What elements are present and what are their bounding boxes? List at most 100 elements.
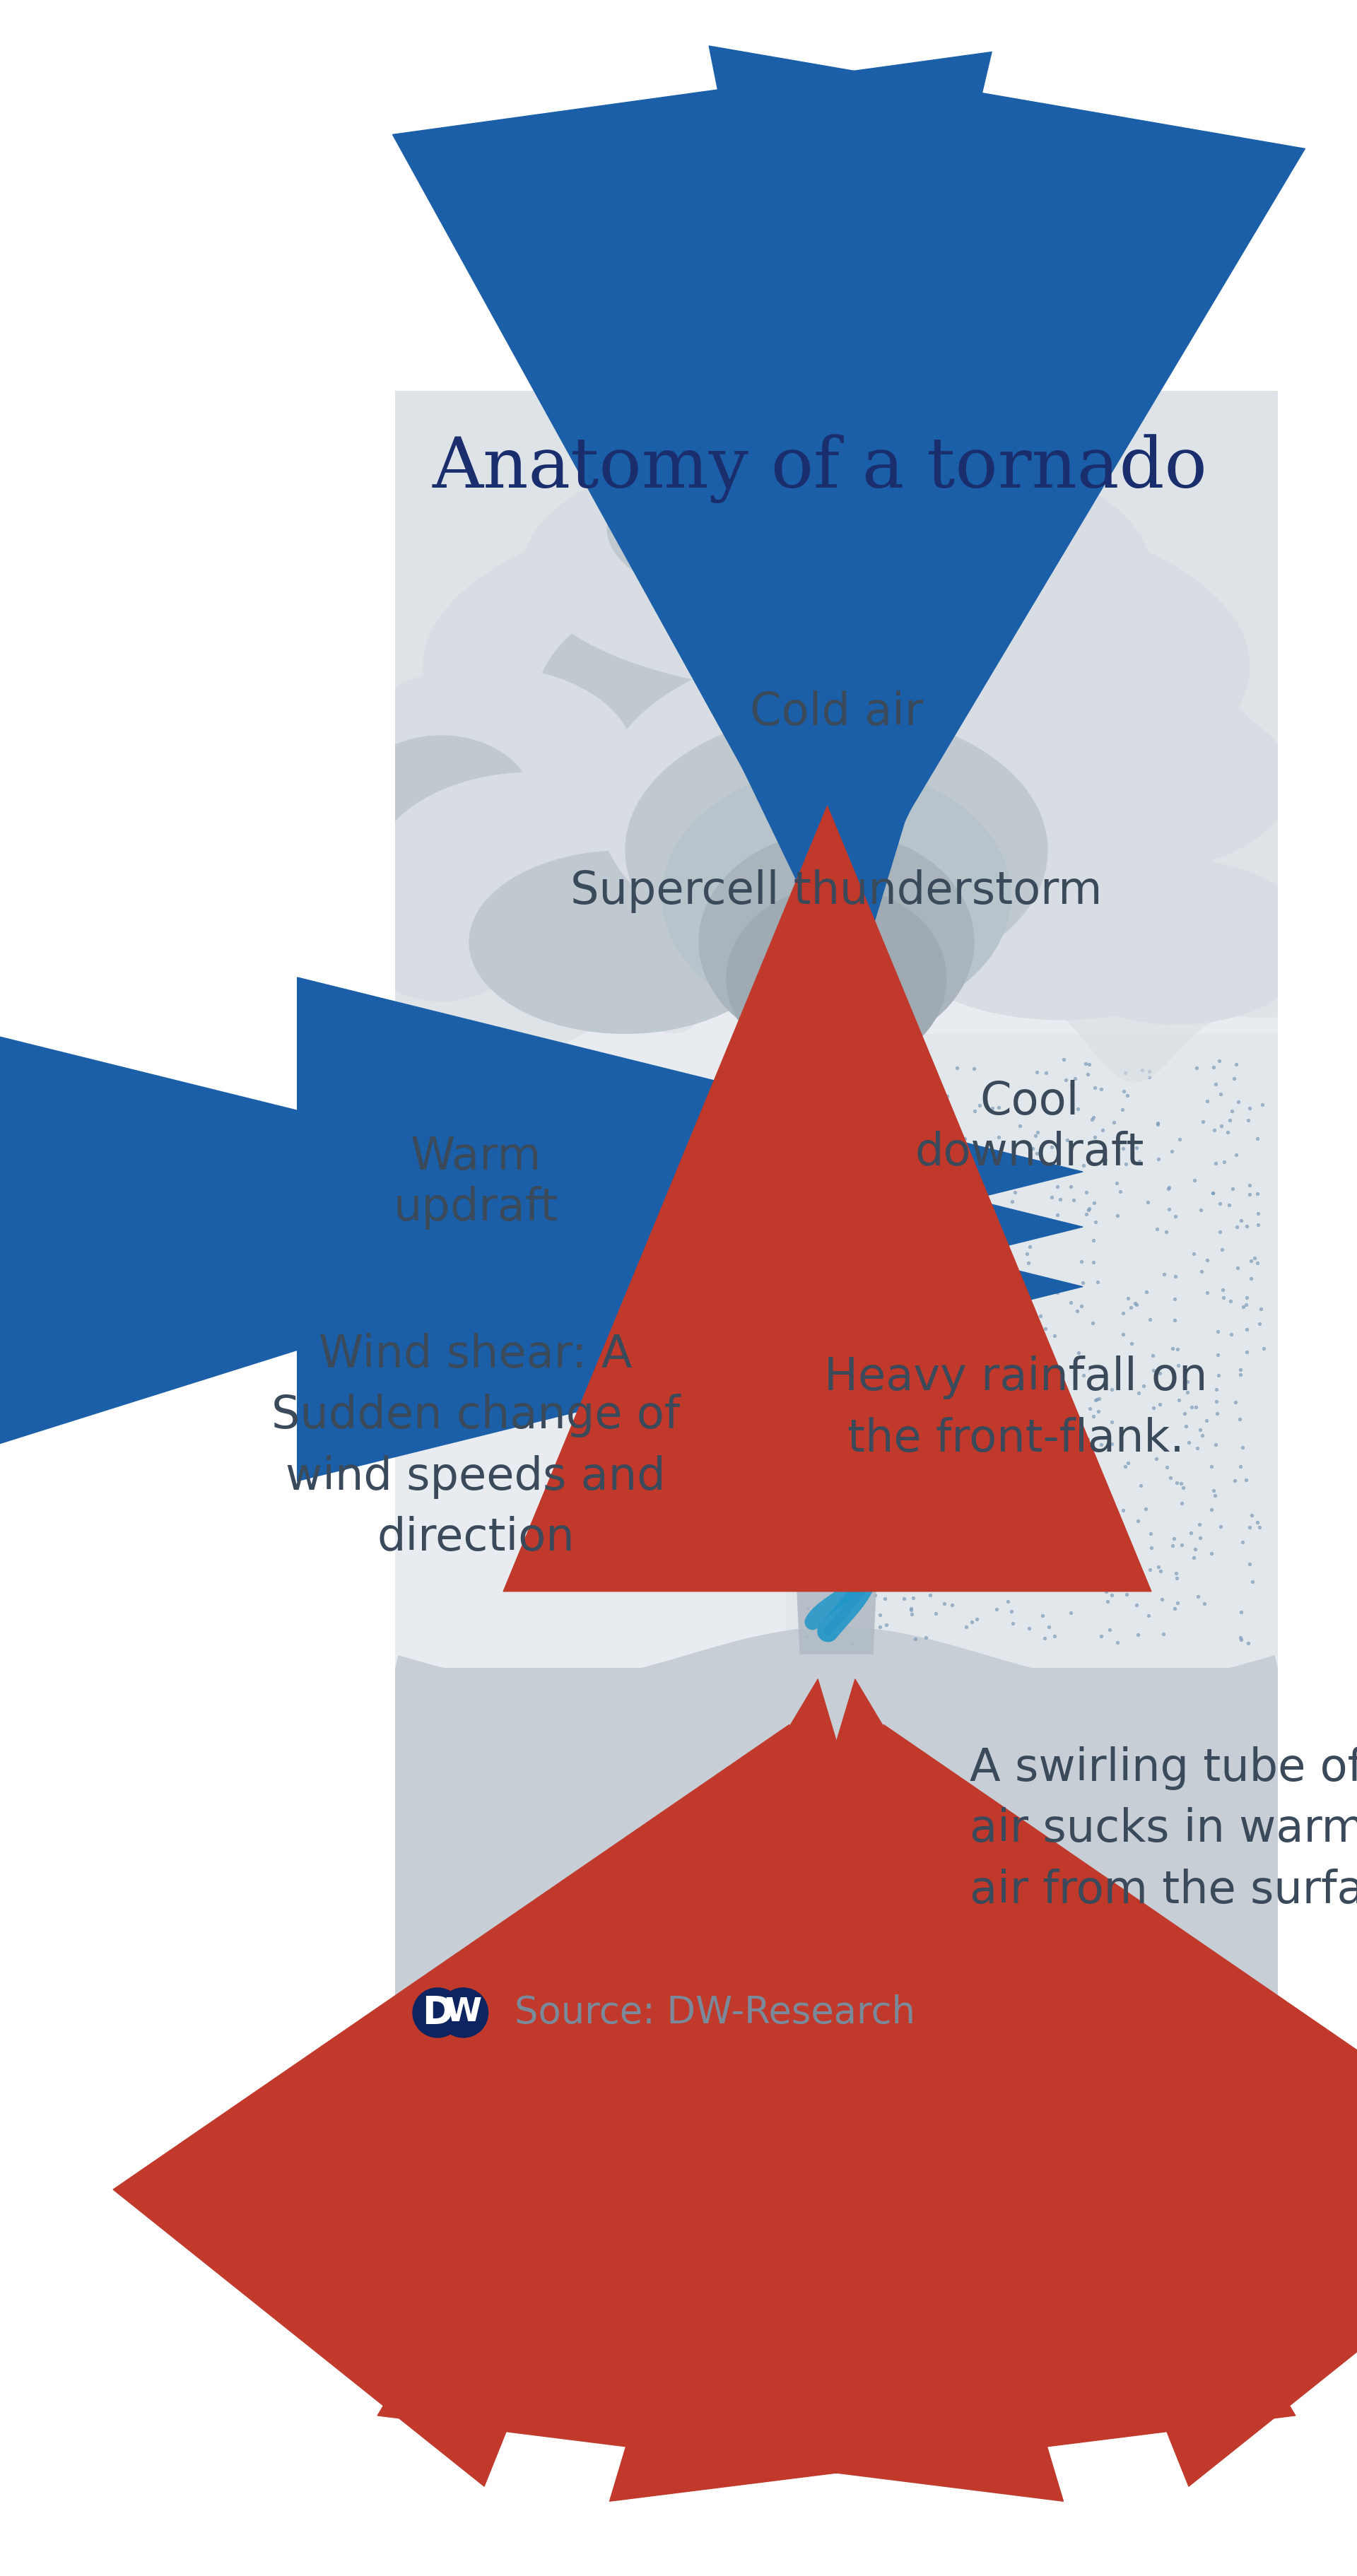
- Point: [1063, 1520, 1084, 1561]
- Point: [875, 1329, 897, 1370]
- Point: [1007, 1360, 1029, 1401]
- Text: Cool
downdraft: Cool downdraft: [915, 1079, 1144, 1175]
- Point: [805, 1162, 826, 1203]
- Point: [905, 1118, 927, 1159]
- Point: [1031, 1595, 1053, 1636]
- Point: [1126, 1285, 1148, 1327]
- Point: [1183, 1159, 1205, 1200]
- Point: [1239, 1164, 1261, 1206]
- Point: [935, 1234, 957, 1275]
- Point: [925, 1144, 947, 1185]
- Point: [1147, 1103, 1168, 1144]
- Point: [1220, 1280, 1242, 1321]
- Point: [1209, 1211, 1231, 1252]
- Point: [1155, 1211, 1177, 1252]
- Point: [818, 1430, 840, 1471]
- Point: [1248, 1507, 1270, 1548]
- Point: [1018, 1396, 1039, 1437]
- Point: [893, 1244, 915, 1285]
- Point: [807, 1236, 829, 1278]
- Point: [969, 1461, 991, 1502]
- Point: [1087, 1391, 1109, 1432]
- Point: [1210, 1229, 1232, 1270]
- Point: [931, 1350, 953, 1391]
- Point: [993, 1543, 1015, 1584]
- Point: [1030, 1535, 1052, 1577]
- Point: [843, 1546, 864, 1587]
- Point: [925, 1077, 947, 1118]
- Point: [1088, 1504, 1110, 1546]
- Point: [988, 1087, 1010, 1128]
- Point: [1091, 1425, 1113, 1466]
- Point: [1251, 1084, 1273, 1126]
- Point: [1151, 1579, 1172, 1620]
- Point: [950, 1401, 972, 1443]
- Point: [803, 1461, 825, 1502]
- Point: [1253, 1329, 1274, 1370]
- Point: [900, 1587, 921, 1628]
- Point: [794, 1211, 816, 1252]
- Point: [1140, 1548, 1162, 1589]
- Point: [1000, 1399, 1022, 1440]
- Point: [946, 1046, 968, 1087]
- Point: [882, 1309, 904, 1350]
- Point: [848, 1430, 870, 1471]
- Point: [1201, 1489, 1223, 1530]
- Point: [1139, 1051, 1160, 1092]
- Point: [1227, 1247, 1248, 1288]
- Point: [1082, 1303, 1103, 1345]
- Ellipse shape: [1038, 860, 1315, 1025]
- Point: [1064, 1059, 1086, 1100]
- Point: [833, 1468, 855, 1510]
- Point: [844, 1226, 866, 1267]
- Point: [1205, 1144, 1227, 1185]
- Point: [1185, 1528, 1206, 1569]
- Point: [1219, 1100, 1240, 1141]
- Point: [1000, 1592, 1022, 1633]
- Point: [1041, 1177, 1063, 1218]
- Point: [1162, 1327, 1183, 1368]
- Point: [858, 1494, 879, 1535]
- Point: [912, 1352, 934, 1394]
- Point: [816, 1255, 837, 1296]
- Point: [824, 1146, 845, 1188]
- Point: [1076, 1054, 1098, 1095]
- Point: [839, 1319, 860, 1360]
- Point: [1111, 1090, 1133, 1131]
- Point: [855, 1059, 877, 1100]
- Point: [835, 1074, 856, 1115]
- Point: [801, 1249, 822, 1291]
- Point: [939, 1236, 961, 1278]
- Point: [1065, 1558, 1087, 1600]
- Point: [871, 1293, 893, 1334]
- Point: [1171, 1525, 1193, 1566]
- Point: [1186, 1427, 1208, 1468]
- Point: [1027, 1399, 1049, 1440]
- Point: [832, 1097, 854, 1139]
- Point: [851, 1128, 873, 1170]
- Point: [791, 1084, 813, 1126]
- Point: [822, 1054, 844, 1095]
- Point: [1186, 1046, 1208, 1087]
- Point: [959, 1126, 981, 1167]
- Ellipse shape: [716, 592, 1177, 832]
- Point: [1175, 1406, 1197, 1448]
- Point: [938, 1167, 959, 1208]
- Point: [955, 1543, 977, 1584]
- Point: [1038, 1473, 1060, 1515]
- Point: [1193, 1584, 1215, 1625]
- Point: [1239, 1175, 1261, 1216]
- Point: [794, 1486, 816, 1528]
- Point: [1106, 1195, 1128, 1236]
- Point: [874, 1579, 896, 1620]
- Point: [915, 1618, 936, 1659]
- Point: [887, 1084, 909, 1126]
- Point: [1166, 1461, 1187, 1502]
- Point: [1247, 1193, 1269, 1234]
- Point: [832, 1324, 854, 1365]
- Point: [1208, 1355, 1229, 1396]
- Point: [969, 1443, 991, 1484]
- Point: [1190, 1190, 1212, 1231]
- Point: [874, 1551, 896, 1592]
- Point: [1048, 1347, 1069, 1388]
